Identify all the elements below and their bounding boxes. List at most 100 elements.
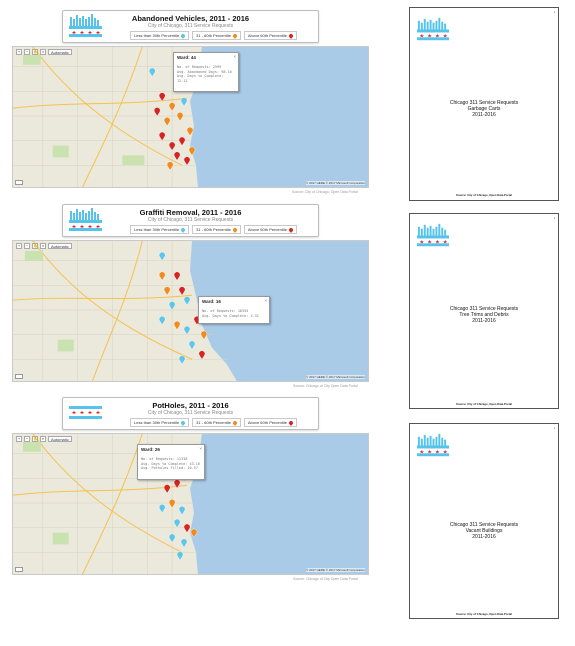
zoom-in-button[interactable]: + <box>16 436 22 442</box>
map-pin-icon[interactable] <box>200 330 208 340</box>
map-pin-icon[interactable] <box>173 271 181 281</box>
map-style-select[interactable]: Automatic <box>48 436 72 442</box>
cover-garbage-carts[interactable]: ▪ Chicago 311 Service Requests Garbage C… <box>409 7 559 201</box>
map-attribution: © 2017 HERE © 2017 Microsoft Corporation <box>306 181 365 185</box>
cover-heading: Chicago 311 Service Requests <box>449 522 519 528</box>
map-graffiti-removal[interactable]: + − ✋ ⌕ Automatic Ward: 16 No. of Reques… <box>12 240 369 382</box>
popup-line: No. of Requests: 11338 <box>141 457 188 461</box>
map-pin-icon[interactable] <box>190 528 198 538</box>
legend-item-mid[interactable]: 31 - 60th Percentile <box>192 225 241 234</box>
map-abandoned-vehicles[interactable]: + − ✋ ⌕ Automatic Ward: 44 No. of Reques… <box>12 46 369 188</box>
map-attribution: © 2017 HERE © 2017 Microsoft Corporation <box>306 375 365 379</box>
cover-source: Source: City of Chicago, Open Data Porta… <box>456 612 512 616</box>
zoom-in-button[interactable]: + <box>16 49 22 55</box>
map-pin-icon[interactable] <box>188 340 196 350</box>
map-pin-icon[interactable] <box>168 141 176 151</box>
popup-line: No. of Requests: 2599 <box>177 65 222 69</box>
page-title: Graffiti Removal, 2011 - 2016 <box>139 208 242 217</box>
map-pin-icon[interactable] <box>158 271 166 281</box>
zoom-in-button[interactable]: + <box>16 243 22 249</box>
legend-item-mid[interactable]: 31 - 60th Percentile <box>192 418 241 427</box>
map-pin-icon[interactable] <box>183 326 191 336</box>
map-pin-icon[interactable] <box>149 67 156 77</box>
close-icon[interactable]: × <box>233 54 236 59</box>
map-pin-icon[interactable] <box>180 538 188 548</box>
chicago-flag-logo <box>416 433 450 457</box>
map-pin-icon[interactable] <box>158 504 166 514</box>
page-subtitle: City of Chicago, 311 Service Requests <box>147 217 234 223</box>
map-pin-icon[interactable] <box>188 146 196 156</box>
map-toolbar: + − ✋ ⌕ Automatic <box>16 243 72 249</box>
map-pin-icon[interactable] <box>158 252 166 262</box>
map-pin-icon[interactable] <box>180 97 188 107</box>
map-pin-icon[interactable] <box>178 506 186 516</box>
map-pin-icon[interactable] <box>163 484 171 494</box>
pin-icon <box>232 32 238 39</box>
pan-button[interactable]: ✋ <box>32 436 38 442</box>
map-pin-icon[interactable] <box>176 551 184 561</box>
cover-source: Source: City of Chicago, Open Data Porta… <box>456 402 512 406</box>
map-pin-icon[interactable] <box>178 286 186 296</box>
legend-item-high[interactable]: Above 60th Percentile <box>243 31 297 40</box>
map-pin-icon[interactable] <box>178 136 186 146</box>
map-pin-icon[interactable] <box>154 107 161 117</box>
map-pin-icon[interactable] <box>173 519 181 529</box>
cover-text: Chicago 311 Service Requests Vacant Buil… <box>410 522 558 540</box>
map-style-select[interactable]: Automatic <box>48 49 72 55</box>
map-pin-icon[interactable] <box>158 132 166 142</box>
map-pin-icon[interactable] <box>173 479 181 489</box>
map-pin-icon[interactable] <box>186 127 194 137</box>
map-pin-icon[interactable] <box>158 92 166 102</box>
search-button[interactable]: ⌕ <box>40 436 46 442</box>
map-pin-icon[interactable] <box>183 296 191 306</box>
map-pin-icon[interactable] <box>168 533 176 543</box>
ward-popup: Ward: 44 No. of Requests: 2599 Avg. Aban… <box>173 52 239 92</box>
pin-icon <box>180 419 186 426</box>
map-pin-icon[interactable] <box>183 523 191 533</box>
cover-years: 2011-2016 <box>472 112 496 118</box>
pin-icon <box>288 226 294 233</box>
cover-tree-trims[interactable]: ▪ Chicago 311 Service Requests Tree Trim… <box>409 213 559 409</box>
pan-button[interactable]: ✋ <box>32 49 38 55</box>
search-button[interactable]: ⌕ <box>40 49 46 55</box>
map-pin-icon[interactable] <box>168 499 176 509</box>
legend-item-low[interactable]: Less than 30th Percentile <box>130 418 190 427</box>
map-pin-icon[interactable] <box>168 301 176 311</box>
cover-vacant-buildings[interactable]: ▪ Chicago 311 Service Requests Vacant Bu… <box>409 423 559 619</box>
map-pin-icon[interactable] <box>178 355 186 365</box>
map-style-select[interactable]: Automatic <box>48 243 72 249</box>
map-toolbar: + − ✋ ⌕ Automatic <box>16 436 72 442</box>
close-icon[interactable]: × <box>199 446 202 451</box>
map-pin-icon[interactable] <box>183 156 191 166</box>
map-pin-icon[interactable] <box>173 151 181 161</box>
popup-line: Avg. Days to Complete: 43.16 <box>141 461 201 466</box>
close-icon[interactable]: × <box>264 298 267 303</box>
map-pin-icon[interactable] <box>198 350 206 360</box>
zoom-out-button[interactable]: − <box>24 243 30 249</box>
zoom-out-button[interactable]: − <box>24 49 30 55</box>
legend-item-low[interactable]: Less than 30th Percentile <box>130 225 190 234</box>
legend-label: 31 - 60th Percentile <box>196 227 231 232</box>
search-button[interactable]: ⌕ <box>40 243 46 249</box>
map-pin-icon[interactable] <box>168 102 176 112</box>
map-pin-icon[interactable] <box>166 161 174 171</box>
legend-item-high[interactable]: Above 60th Percentile <box>243 418 297 427</box>
legend-item-mid[interactable]: 31 - 60th Percentile <box>192 31 241 40</box>
pan-button[interactable]: ✋ <box>32 243 38 249</box>
map-potholes[interactable]: + − ✋ ⌕ Automatic Ward: 26 No. of Reques… <box>12 433 369 575</box>
popup-line: Avg. Days to Complete: 4.31 <box>202 313 259 318</box>
map-pin-icon[interactable] <box>163 117 171 127</box>
legend-label: Above 60th Percentile <box>247 420 287 425</box>
page-subtitle: City of Chicago, 311 Service Requests <box>147 23 234 29</box>
chicago-flag-logo <box>69 14 102 37</box>
map-pin-icon[interactable] <box>173 321 181 331</box>
legend-item-high[interactable]: Above 60th Percentile <box>243 225 297 234</box>
bing-logo <box>15 180 23 185</box>
map-pin-icon[interactable] <box>163 286 171 296</box>
map-source-note: Source: Chicago of City Open Data Portal <box>293 577 358 581</box>
popup-title: Ward: 16 <box>202 299 221 304</box>
map-pin-icon[interactable] <box>176 112 184 122</box>
legend-item-low[interactable]: Less than 30th Percentile <box>130 31 190 40</box>
map-pin-icon[interactable] <box>158 316 166 326</box>
zoom-out-button[interactable]: − <box>24 436 30 442</box>
